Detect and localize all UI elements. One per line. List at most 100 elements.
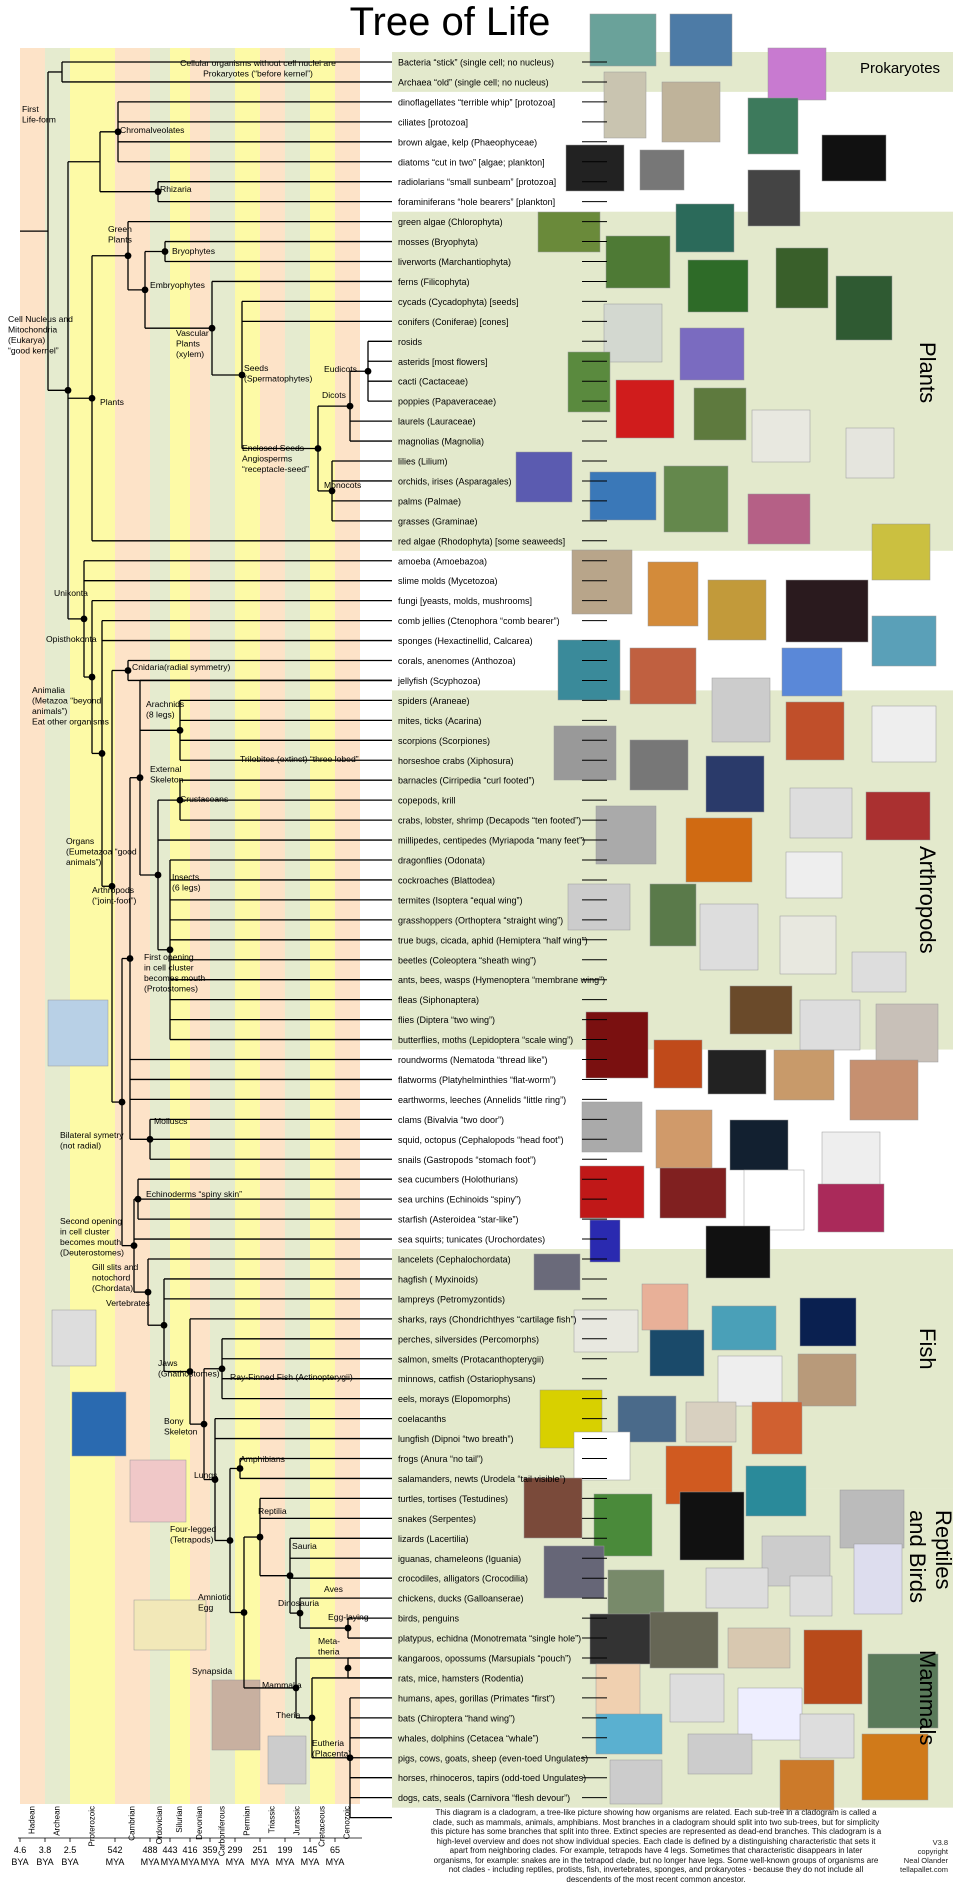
taxon-label: laurels (Lauraceae) bbox=[398, 417, 476, 427]
photo-thumbnail bbox=[129, 1459, 187, 1523]
era-unit: MYA bbox=[226, 1857, 245, 1867]
taxon-label: red algae (Rhodophyta) [some seaweeds] bbox=[398, 536, 565, 546]
credit-version: V3.8 bbox=[932, 1838, 948, 1847]
photo-thumbnail bbox=[817, 1183, 885, 1233]
taxon-label: orchids, irises (Asparagales) bbox=[398, 476, 512, 486]
clade-label: Mammalia bbox=[262, 1680, 302, 1690]
photo-thumbnail bbox=[585, 1011, 649, 1079]
clade-node bbox=[344, 1664, 352, 1672]
clade-node bbox=[134, 1195, 142, 1203]
era-band bbox=[260, 48, 285, 1804]
photo-thumbnail bbox=[267, 1735, 307, 1785]
photo-thumbnail bbox=[821, 134, 887, 182]
clade-label: Prokaryotes (“before kernel”) bbox=[203, 69, 313, 79]
clade-node bbox=[364, 367, 372, 375]
photo-thumbnail bbox=[595, 1713, 663, 1755]
era-age: 3.8 bbox=[39, 1845, 52, 1855]
clade-node bbox=[154, 871, 162, 879]
photo-thumbnail bbox=[595, 805, 657, 865]
era-name: Jurassic bbox=[293, 1806, 302, 1835]
clade-label: (“joint-foot”) bbox=[92, 896, 137, 906]
taxon-label: liverworts (Marchantiophyta) bbox=[398, 257, 511, 267]
clade-node bbox=[238, 371, 246, 379]
clade-node bbox=[80, 615, 88, 623]
clade-node bbox=[292, 1684, 300, 1692]
clade-node bbox=[240, 1609, 248, 1616]
taxon-label: clams (Bivalvia “two door”) bbox=[398, 1115, 504, 1125]
photo-thumbnail bbox=[705, 1567, 769, 1609]
taxon-label: poppies (Papaveraceae) bbox=[398, 397, 496, 407]
taxon-label: dogs, cats, seals (Carnivora “flesh devo… bbox=[398, 1793, 570, 1803]
photo-thumbnail bbox=[653, 1039, 703, 1089]
photo-thumbnail bbox=[659, 1167, 727, 1219]
taxon-label: mites, ticks (Acarina) bbox=[398, 716, 482, 726]
taxon-label: chickens, ducks (Galloanserae) bbox=[398, 1594, 524, 1604]
era-band bbox=[285, 48, 310, 1804]
clade-label: Cnidaria(radial symmetry) bbox=[132, 662, 231, 672]
taxon-label: lilies (Lilium) bbox=[398, 457, 448, 467]
photo-thumbnail bbox=[71, 1391, 127, 1457]
taxon-label: copepods, krill bbox=[398, 796, 456, 806]
clade-label: Monocots bbox=[324, 480, 361, 490]
photo-thumbnail bbox=[557, 639, 621, 701]
taxon-label: sharks, rays (Chondrichthyes “cartilage … bbox=[398, 1314, 577, 1324]
photo-thumbnail bbox=[875, 1003, 939, 1063]
taxon-label: fungi [yeasts, molds, mushrooms] bbox=[398, 596, 532, 606]
photo-thumbnail bbox=[851, 951, 907, 993]
taxon-label: squid, octopus (Cephalopods “head foot”) bbox=[398, 1135, 564, 1145]
clade-node bbox=[146, 1135, 154, 1143]
clade-label: Seeds bbox=[244, 363, 268, 373]
taxon-label: iguanas, chameleons (Iguania) bbox=[398, 1554, 521, 1564]
photo-thumbnail bbox=[711, 1305, 777, 1351]
clade-labels: Cellular organisms without cell nuclei a… bbox=[8, 58, 369, 1759]
photo-thumbnail bbox=[655, 1109, 713, 1169]
clade-label: Gill slits and bbox=[92, 1262, 139, 1272]
clade-label: Arachnids bbox=[146, 699, 184, 709]
clade-label: Aves bbox=[324, 1584, 343, 1594]
taxon-label: magnolias (Magnolia) bbox=[398, 437, 484, 447]
taxon-label: sea urchins (Echinoids “spiny”) bbox=[398, 1195, 521, 1205]
era-bands bbox=[20, 48, 360, 1804]
taxon-label: rosids bbox=[398, 337, 423, 347]
clade-label: Crustaceans bbox=[180, 794, 228, 804]
photo-thumbnail bbox=[821, 1131, 881, 1191]
clade-label: Synapsida bbox=[192, 1666, 232, 1676]
era-unit: MYA bbox=[181, 1857, 200, 1867]
clade-label: Jaws bbox=[158, 1358, 178, 1368]
clade-node bbox=[141, 286, 149, 294]
taxon-label: asterids [most flowers] bbox=[398, 357, 488, 367]
clade-node bbox=[161, 248, 169, 255]
taxon-label: flies (Diptera “two wing”) bbox=[398, 1015, 495, 1025]
taxon-label: whales, dolphins (Cetacea “whale”) bbox=[397, 1733, 539, 1743]
photo-thumbnail bbox=[747, 169, 801, 227]
taxon-label: barnacles (Cirripedia “curl footed”) bbox=[398, 776, 535, 786]
photo-thumbnail bbox=[523, 1477, 583, 1539]
taxon-label: hagfish ( Myxinoids) bbox=[398, 1274, 478, 1284]
clade-label: (Placenta) bbox=[312, 1749, 351, 1759]
photo-thumbnail bbox=[211, 1679, 261, 1751]
photo-thumbnail bbox=[573, 1309, 639, 1353]
clade-label: (Spermatophytes) bbox=[244, 374, 312, 384]
clade-node bbox=[166, 946, 174, 954]
clade-node bbox=[88, 673, 96, 681]
photo-thumbnail bbox=[133, 1599, 207, 1651]
clade-label: (Eukarya) bbox=[8, 335, 45, 345]
photo-thumbnail bbox=[705, 1225, 771, 1279]
era-age: 443 bbox=[162, 1845, 177, 1855]
era-age: 488 bbox=[142, 1845, 157, 1855]
group-label-reptiles-and-birds: Reptiles and Birds bbox=[905, 1510, 953, 1603]
taxon-label: palms (Palmae) bbox=[398, 496, 461, 506]
clade-node bbox=[256, 1533, 264, 1541]
clade-label: (Eumetazoa “good bbox=[66, 847, 137, 857]
clade-label: Meta- bbox=[318, 1636, 340, 1646]
clade-node bbox=[346, 1754, 354, 1762]
taxon-label: true bugs, cicada, aphid (Hemiptera “hal… bbox=[398, 935, 588, 945]
clade-label: Dinosauria bbox=[278, 1598, 319, 1608]
clade-label: animals”) bbox=[66, 857, 101, 867]
taxon-label: crocodiles, alligators (Crocodilia) bbox=[398, 1574, 528, 1584]
era-unit: MYA bbox=[106, 1857, 125, 1867]
taxon-label: lancelets (Cephalochordata) bbox=[398, 1255, 511, 1265]
taxon-label: lungfish (Dipnoi “two breath”) bbox=[398, 1434, 514, 1444]
clade-label: Cell Nucleus and bbox=[8, 314, 73, 324]
